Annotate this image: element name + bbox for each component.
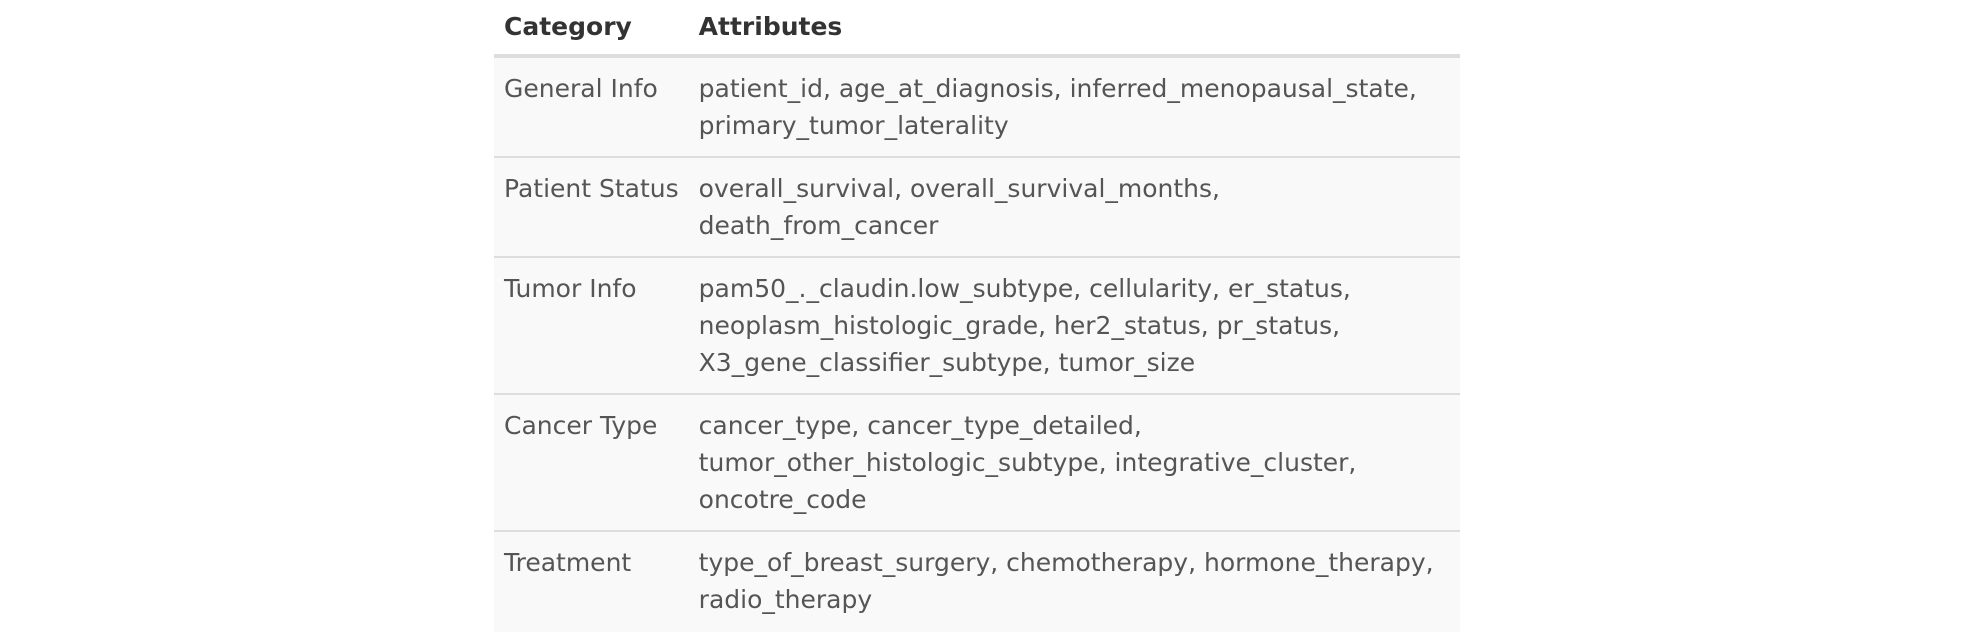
table-row: Cancer Type cancer_type, cancer_type_det… <box>494 394 1460 532</box>
category-cell: Cancer Type <box>494 394 689 532</box>
table-row: General Info patient_id, age_at_diagnosi… <box>494 56 1460 158</box>
table-row: Tumor Info pam50_._claudin.low_subtype, … <box>494 257 1460 395</box>
attribute-table-container: Category Attributes General Info patient… <box>494 0 1460 632</box>
table-header-row: Category Attributes <box>494 0 1460 58</box>
attributes-cell: cancer_type, cancer_type_detailed, tumor… <box>688 394 1460 532</box>
column-header-category: Category <box>494 0 689 58</box>
category-cell: Tumor Info <box>494 257 689 395</box>
table-row: Patient Status overall_survival, overall… <box>494 157 1460 258</box>
column-header-attributes: Attributes <box>688 0 1460 58</box>
table-body: General Info patient_id, age_at_diagnosi… <box>494 56 1460 632</box>
attributes-cell: overall_survival, overall_survival_month… <box>688 157 1460 258</box>
table-row: Treatment type_of_breast_surgery, chemot… <box>494 531 1460 632</box>
attributes-cell: type_of_breast_surgery, chemotherapy, ho… <box>688 531 1460 632</box>
attribute-table: Category Attributes General Info patient… <box>494 0 1460 632</box>
category-cell: Patient Status <box>494 157 689 258</box>
category-cell: General Info <box>494 56 689 158</box>
category-cell: Treatment <box>494 531 689 632</box>
attributes-cell: patient_id, age_at_diagnosis, inferred_m… <box>688 56 1460 158</box>
attributes-cell: pam50_._claudin.low_subtype, cellularity… <box>688 257 1460 395</box>
table-header: Category Attributes <box>494 0 1460 58</box>
